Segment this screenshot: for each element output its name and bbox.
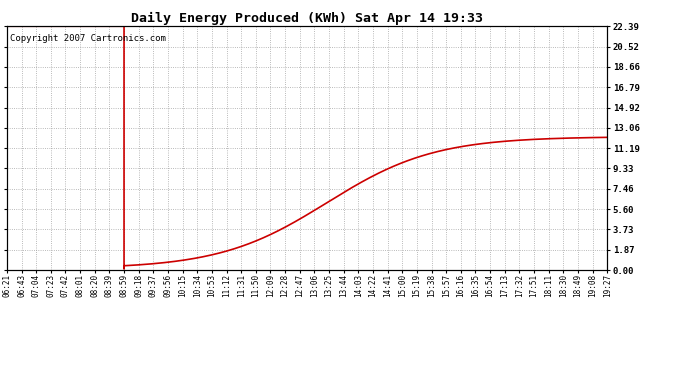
Title: Daily Energy Produced (KWh) Sat Apr 14 19:33: Daily Energy Produced (KWh) Sat Apr 14 1… <box>131 12 483 25</box>
Text: Copyright 2007 Cartronics.com: Copyright 2007 Cartronics.com <box>10 34 166 43</box>
